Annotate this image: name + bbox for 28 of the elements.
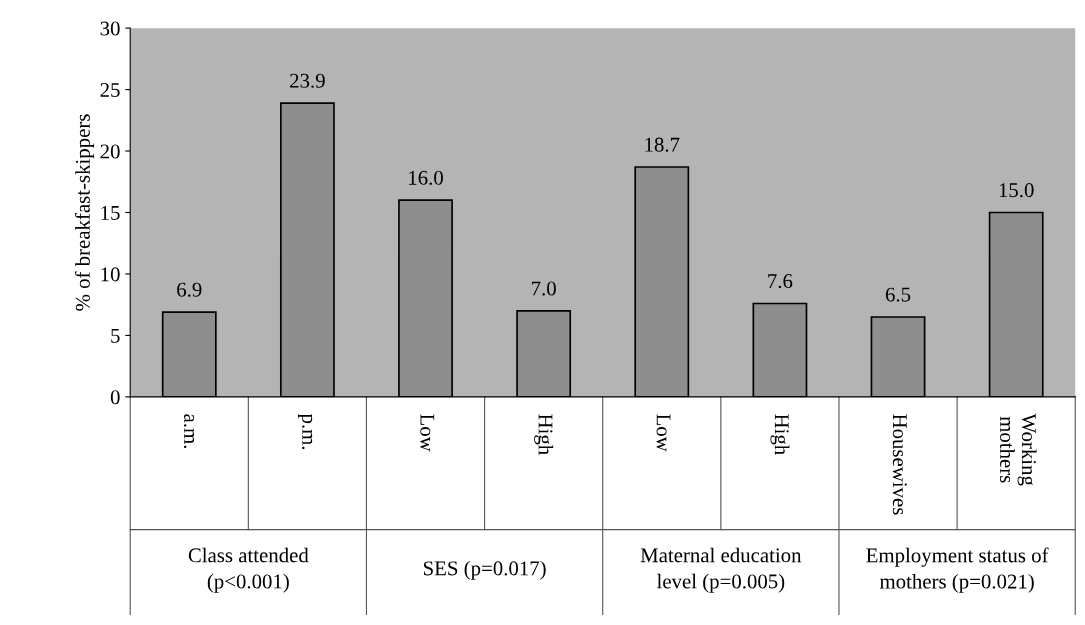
y-tick-label: 15 [101, 205, 120, 220]
y-tick-label: 10 [101, 267, 120, 282]
data-label: 6.5 [885, 287, 911, 302]
data-label: 6.9 [177, 282, 202, 297]
data-label: 15.0 [999, 183, 1034, 198]
text: Class attended (p<0.001) [188, 547, 309, 593]
text: Maternal education level (p=0.005) [640, 547, 802, 593]
x-tick-label: Working mothers [1000, 413, 1037, 486]
x-tick-label: Low [656, 414, 671, 452]
x-tick-label: High [770, 414, 790, 455]
text: SES (p=0.017) [423, 560, 546, 580]
y-axis-title: % of breakfast-skippers [74, 114, 95, 311]
x-tick-label: a.m. [183, 414, 195, 449]
text: Employment status of mothers (p=0.021) [866, 547, 1049, 593]
y-tick-label: 20 [100, 144, 120, 159]
y-tick-label: 25 [100, 83, 120, 98]
data-label: 16.0 [409, 170, 443, 185]
x-tick-label: Low [420, 414, 435, 452]
y-tick-label: 0 [110, 390, 120, 405]
y-tick-label: 30 [100, 21, 120, 36]
data-label: 7.6 [768, 274, 793, 289]
data-label: 7.0 [532, 281, 556, 296]
x-tick-label: Housewives [892, 414, 907, 515]
data-label: 18.7 [645, 137, 680, 152]
data-label: 23.9 [290, 73, 325, 88]
x-tick-label: p.m. [297, 413, 313, 450]
y-tick-label: 5 [111, 329, 120, 343]
x-tick-label: High [534, 414, 554, 455]
